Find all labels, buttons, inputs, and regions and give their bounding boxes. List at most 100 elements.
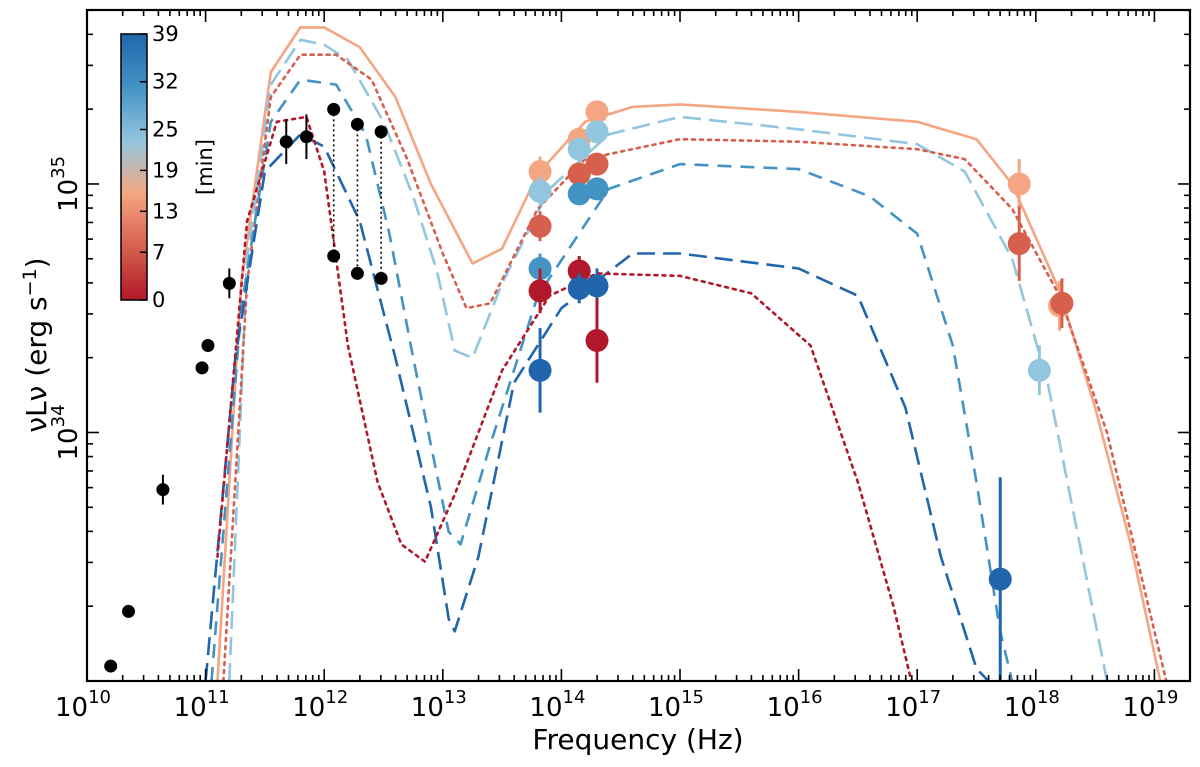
colored-data-point [528, 279, 552, 303]
x-tick-label-exp: 17 [918, 687, 941, 708]
x-tick-label-base: 10 [648, 693, 681, 723]
colorbar-tick-label: 25 [152, 117, 179, 141]
colored-data-point [585, 177, 609, 201]
colorbar-tick-label: 7 [152, 240, 165, 264]
black-data-point [195, 361, 209, 375]
x-axis-title: Frequency (Hz) [532, 723, 743, 756]
colored-data-point [585, 120, 609, 144]
model-curves [204, 26, 1168, 681]
x-tick-label-base: 10 [174, 693, 207, 723]
colored-data-point [567, 276, 591, 300]
plot-frame [85, 8, 1192, 683]
x-tick-label: 1012 [292, 687, 348, 723]
x-tick-label-exp: 11 [207, 687, 230, 708]
x-tick-label: 1018 [1004, 687, 1060, 723]
radio-black-points [104, 102, 388, 673]
x-tick-label: 1013 [411, 687, 467, 723]
y-tick-label: 1035 [48, 156, 84, 212]
model-curve [204, 133, 990, 681]
black-data-point [279, 135, 293, 149]
colored-data-points [528, 100, 1074, 681]
black-data-point [350, 117, 364, 131]
colorbar-gradient [120, 33, 148, 301]
x-tick-label-base: 10 [411, 693, 444, 723]
model-curve [216, 26, 1162, 681]
colored-data-point [567, 162, 591, 186]
colored-data-point [1007, 172, 1031, 196]
x-tick-label-exp: 12 [325, 687, 348, 708]
x-tick-label-exp: 13 [444, 687, 467, 708]
colored-data-point [567, 137, 591, 161]
y-tick-label-exp: 34 [48, 404, 69, 427]
colorbar-tick-label: 0 [152, 288, 165, 312]
colorbar-tick-label: 13 [152, 199, 179, 223]
x-tick-label-exp: 10 [88, 687, 111, 708]
colorbar-tick-label: 39 [152, 22, 179, 46]
y-axis-title-main: νLν (erg s [20, 296, 53, 432]
colored-data-point [567, 182, 591, 206]
black-data-point [327, 102, 341, 116]
x-tick-label: 1011 [174, 687, 230, 723]
x-tick-label-base: 10 [292, 693, 325, 723]
x-tick-label-base: 10 [767, 693, 800, 723]
black-data-point [374, 271, 388, 285]
x-tick-label: 1010 [55, 687, 111, 723]
black-data-point [374, 125, 388, 139]
x-tick-label-base: 10 [529, 693, 562, 723]
x-tick-label: 1017 [885, 687, 941, 723]
black-data-point [104, 659, 118, 673]
x-tick-label-base: 10 [1004, 693, 1037, 723]
x-tick-label-exp: 15 [681, 687, 704, 708]
y-tick-label-base: 10 [54, 179, 84, 212]
colored-data-point [988, 567, 1012, 591]
x-tick-label-base: 10 [885, 693, 918, 723]
x-tick-label-base: 10 [55, 693, 88, 723]
x-tick-label-exp: 16 [800, 687, 823, 708]
colored-data-point [528, 160, 552, 184]
black-data-point [222, 276, 236, 290]
colored-data-point [585, 152, 609, 176]
y-axis-title: νLν (erg s−1) [19, 257, 53, 432]
y-tick-label: 1034 [48, 404, 84, 460]
colored-data-point [567, 259, 591, 283]
colored-data-point [1050, 291, 1074, 315]
x-tick-label: 1014 [529, 687, 585, 723]
colored-data-point [528, 214, 552, 238]
colorbar: [min] 0 7 13 19 25 32 39 [120, 22, 217, 312]
colored-data-point [585, 274, 609, 298]
model-curve [216, 115, 913, 681]
model-curve [210, 78, 1014, 681]
black-data-point [327, 249, 341, 263]
x-tick-label-exp: 14 [563, 687, 586, 708]
x-tick-label: 1016 [767, 687, 823, 723]
y-tick-label-exp: 35 [48, 156, 69, 179]
x-tick-label: 1019 [1122, 687, 1178, 723]
black-data-point [156, 483, 170, 497]
colored-data-point [585, 329, 609, 353]
colored-data-point [528, 358, 552, 382]
y-tick-label-base: 10 [54, 427, 84, 460]
black-data-point [299, 130, 313, 144]
x-tick-label-exp: 18 [1037, 687, 1060, 708]
colored-data-point [1027, 358, 1051, 382]
x-tick-label-exp: 19 [1156, 687, 1179, 708]
colored-data-point [585, 100, 609, 124]
black-data-point [350, 266, 364, 280]
black-data-point [201, 339, 215, 352]
y-axis-title-close: ) [20, 257, 53, 268]
x-tick-label: 1015 [648, 687, 704, 723]
model-curve [222, 53, 1168, 681]
black-data-point [122, 604, 136, 618]
colorbar-label: [min] [193, 139, 217, 195]
colored-data-point [528, 179, 552, 203]
x-tick-label-base: 10 [1122, 693, 1155, 723]
colored-data-point [1007, 232, 1031, 256]
y-axis-title-sup: −1 [19, 268, 41, 296]
colorbar-tick-label: 19 [152, 158, 179, 182]
model-curve [228, 38, 1109, 681]
x-axis-ticks: 1010 1011 1012 1013 1014 1015 1016 1017 1018 1019 [55, 10, 1178, 723]
colorbar-tick-label: 32 [152, 70, 179, 94]
